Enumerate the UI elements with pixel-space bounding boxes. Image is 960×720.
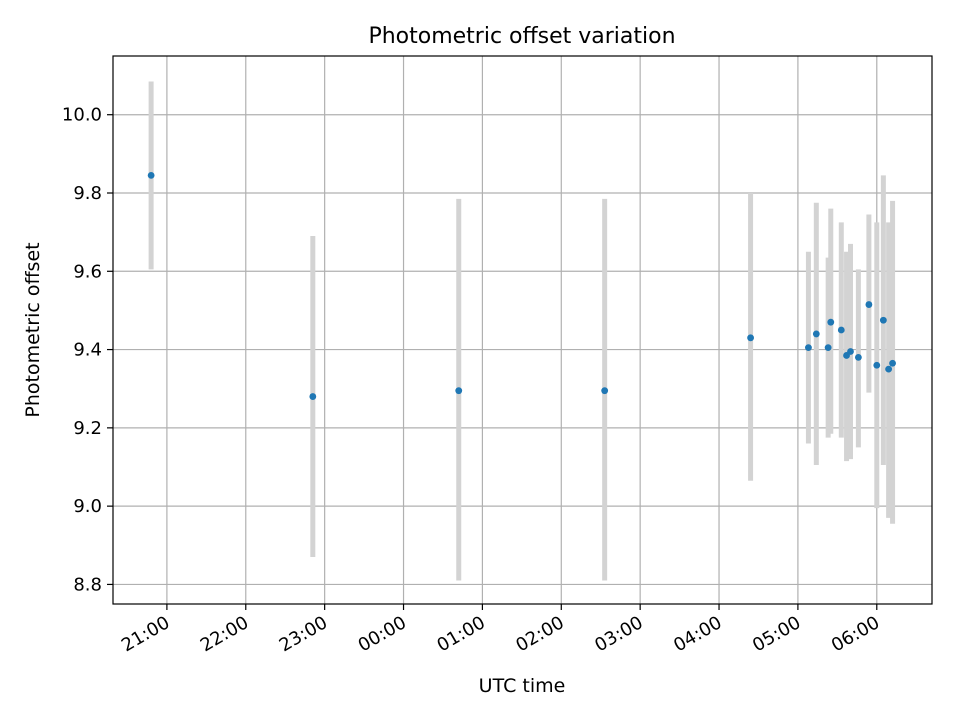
x-tick-label: 22:00 bbox=[197, 612, 252, 656]
x-tick-label: 05:00 bbox=[749, 612, 804, 656]
data-point bbox=[455, 387, 463, 395]
data-point bbox=[747, 334, 754, 342]
y-tick-label: 9.4 bbox=[73, 340, 102, 361]
x-tick-label: 02:00 bbox=[512, 612, 567, 656]
data-point bbox=[812, 330, 820, 338]
data-point bbox=[309, 393, 317, 400]
data-point bbox=[865, 301, 873, 308]
x-tick-label: 23:00 bbox=[276, 612, 331, 656]
data-point bbox=[824, 344, 832, 352]
grid bbox=[113, 56, 932, 604]
data-point bbox=[601, 387, 609, 395]
data-point bbox=[889, 359, 896, 367]
y-tick-label: 9.2 bbox=[73, 418, 102, 439]
data-point bbox=[147, 171, 155, 179]
x-tick-label: 01:00 bbox=[433, 612, 488, 656]
markers bbox=[147, 171, 896, 400]
data-point bbox=[873, 361, 881, 369]
y-tick-label: 10.0 bbox=[62, 105, 102, 126]
y-axis-title: Photometric offset bbox=[22, 242, 44, 417]
data-point bbox=[827, 318, 835, 326]
plot-frame bbox=[112, 55, 933, 605]
chart-title: Photometric offset variation bbox=[368, 24, 675, 49]
data-point bbox=[847, 348, 854, 355]
x-tick-label: 21:00 bbox=[118, 612, 173, 656]
x-tick-label: 03:00 bbox=[591, 612, 646, 656]
x-axis-title: UTC time bbox=[479, 675, 566, 697]
data-point bbox=[837, 326, 845, 334]
y-tick-label: 9.0 bbox=[73, 496, 102, 517]
y-axis: 8.8 9.0 9.2 9.4 9.6 9.8 10.0 bbox=[62, 105, 113, 595]
data-point bbox=[879, 316, 887, 324]
y-tick-label: 9.6 bbox=[73, 261, 102, 282]
y-tick-label: 9.8 bbox=[73, 183, 102, 204]
y-tick-label: 8.8 bbox=[73, 574, 102, 595]
data-point bbox=[885, 365, 893, 373]
data-point bbox=[854, 354, 862, 361]
x-axis: 21:00 22:00 23:00 00:00 01:00 02:00 03:00 04:00… bbox=[118, 604, 883, 656]
x-tick-label: 06:00 bbox=[828, 612, 883, 656]
data-point bbox=[805, 344, 812, 352]
x-tick-label: 04:00 bbox=[670, 612, 725, 656]
x-tick-label: 00:00 bbox=[355, 612, 410, 656]
